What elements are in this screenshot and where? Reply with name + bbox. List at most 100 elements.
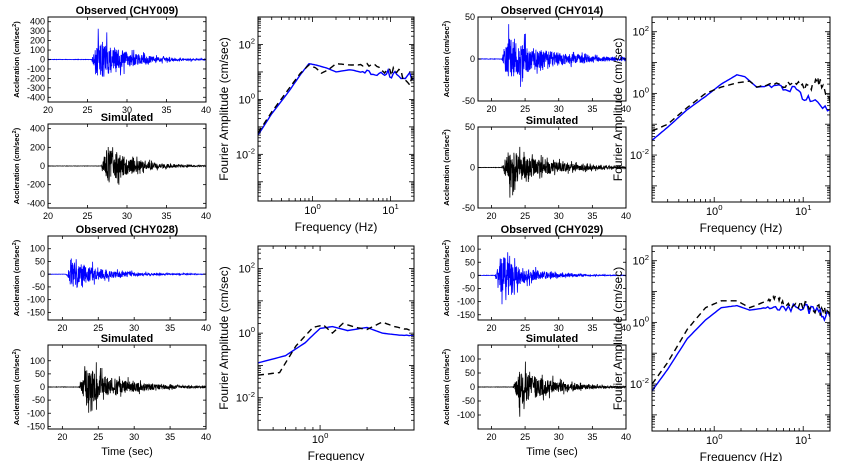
y-tick-label: 50 (35, 369, 45, 379)
y-tick-label: 0 (40, 55, 45, 65)
series-line-1 (478, 252, 626, 305)
subplot-title: Observed (CHY009) (76, 5, 179, 17)
subplot-title: Simulated (101, 112, 154, 124)
y-tick-label: 50 (465, 12, 475, 22)
y-tick-label: 0 (470, 270, 475, 280)
axes-frame (651, 16, 831, 203)
series-line-1 (258, 325, 414, 364)
x-tick-label: 30 (554, 323, 564, 333)
y-axis-label: Fourier Amplitude (cm/sec) (611, 267, 625, 410)
plot-area (652, 294, 830, 392)
y-axis-label: Accleration (cm/sec2) (12, 127, 21, 204)
subplot-title: Observed (CHY014) (501, 5, 604, 17)
x-axis-label: Frequency (Hz) (700, 221, 783, 235)
x-tick-label: 40 (201, 105, 211, 115)
x-tick-label: 25 (520, 211, 530, 221)
series-line-1 (258, 62, 414, 136)
y-tick-label: 100 (460, 354, 475, 364)
subplot-title: Observed (CHY028) (76, 224, 179, 236)
y-tick-label: 100 (238, 325, 255, 340)
series-line-1 (48, 28, 206, 77)
x-axis-label: Frequency (308, 449, 365, 461)
series-line-1 (48, 362, 206, 413)
series-line-1 (478, 361, 626, 417)
y-tick-label: -150 (27, 421, 45, 431)
y-tick-label: 50 (465, 122, 475, 132)
subplot-11: 20 25 30 35 40 -100 -50 0 50 100 Simulated Time (se… (442, 333, 631, 458)
y-tick-label: 0 (40, 161, 45, 171)
y-tick-label: 300 (30, 26, 45, 36)
x-tick-label: 25 (82, 211, 92, 221)
subplot-title: Simulated (526, 115, 579, 127)
axes-frame (257, 16, 415, 202)
x-axis-label: Time (sec) (526, 446, 578, 458)
y-tick-label: -50 (462, 284, 475, 294)
axes-frame (47, 235, 207, 321)
x-tick-label: 35 (587, 323, 597, 333)
subplot-12: 100 101 10-2 100 102 Frequency (Hz) Fourier Am… (611, 245, 831, 461)
subplot-3: 100 101 10-2 100 102 Frequency (Hz) Fourier Am… (217, 16, 415, 234)
subplot-6: 100 101 10-2 100 102 Frequency (Hz) Fourier Am… (611, 16, 831, 235)
y-tick-label: 100 (30, 356, 45, 366)
x-tick-label: 40 (201, 432, 211, 442)
x-tick-label: 100 (706, 432, 723, 447)
x-tick-label: 30 (129, 323, 139, 333)
y-tick-label: 102 (632, 253, 649, 268)
x-tick-label: 25 (93, 432, 103, 442)
y-tick-label: -50 (32, 282, 45, 292)
series-line-2 (652, 77, 830, 132)
x-tick-label: 30 (129, 432, 139, 442)
y-axis-label: Fourier Amplitude (cm/sec) (217, 37, 231, 180)
plot-area (48, 258, 206, 288)
x-tick-label: 25 (93, 323, 103, 333)
x-tick-label: 35 (587, 211, 597, 221)
series-line-1 (652, 74, 830, 141)
x-tick-label: 25 (520, 432, 530, 442)
y-tick-label: 100 (632, 85, 649, 100)
y-tick-label: 100 (460, 244, 475, 254)
subplot-8: 20 25 30 35 40 -150 -100 -50 0 50 100 Simulated Time… (12, 333, 211, 458)
axes-frame (477, 16, 627, 102)
y-tick-label: -150 (457, 310, 475, 320)
subplot-10: 20 25 30 35 40 -150 -100 -50 0 50 100 Observed (CHY… (442, 224, 631, 333)
x-tick-label: 40 (201, 323, 211, 333)
subplot-title: Simulated (526, 333, 579, 345)
y-axis-label: Accleration (cm/sec2) (442, 129, 451, 206)
x-tick-label: 35 (587, 432, 597, 442)
y-tick-label: 10-2 (630, 147, 649, 162)
y-tick-label: 10-2 (236, 146, 255, 161)
subplot-9: 100 10-2 100 102 Frequency Fourier Amplitude … (217, 245, 415, 461)
y-axis-label: Accleration (cm/sec2) (442, 20, 451, 97)
y-axis-label: Accleration (cm/sec2) (442, 348, 451, 425)
x-tick-label: 40 (621, 104, 631, 114)
plot-area (478, 146, 626, 198)
x-tick-label: 40 (621, 432, 631, 442)
y-tick-label: -300 (27, 83, 45, 93)
y-tick-label: 400 (30, 124, 45, 134)
x-tick-label: 20 (57, 432, 67, 442)
axes-frame (47, 123, 207, 209)
x-tick-label: 100 (312, 431, 329, 446)
subplot-title: Simulated (101, 333, 154, 345)
x-tick-label: 100 (706, 203, 723, 218)
plot-area (478, 24, 626, 87)
y-tick-label: -50 (462, 96, 475, 106)
x-axis-label: Time (sec) (101, 446, 153, 458)
y-tick-label: -400 (27, 198, 45, 208)
x-tick-label: 40 (621, 323, 631, 333)
y-tick-label: 102 (238, 37, 255, 52)
x-tick-label: 20 (486, 211, 496, 221)
y-axis-label: Fourier Amplitude (cm/sec) (611, 38, 625, 181)
x-tick-label: 101 (795, 432, 812, 447)
axes-frame (477, 235, 627, 321)
plot-area (48, 362, 206, 413)
x-tick-label: 20 (43, 211, 53, 221)
x-tick-label: 30 (122, 211, 132, 221)
x-tick-label: 30 (554, 432, 564, 442)
x-tick-label: 20 (486, 432, 496, 442)
y-axis-label: Accleration (cm/sec2) (442, 239, 451, 316)
y-tick-label: 200 (30, 36, 45, 46)
y-tick-label: 50 (465, 257, 475, 267)
y-tick-label: -100 (457, 410, 475, 420)
y-tick-label: 100 (632, 314, 649, 329)
